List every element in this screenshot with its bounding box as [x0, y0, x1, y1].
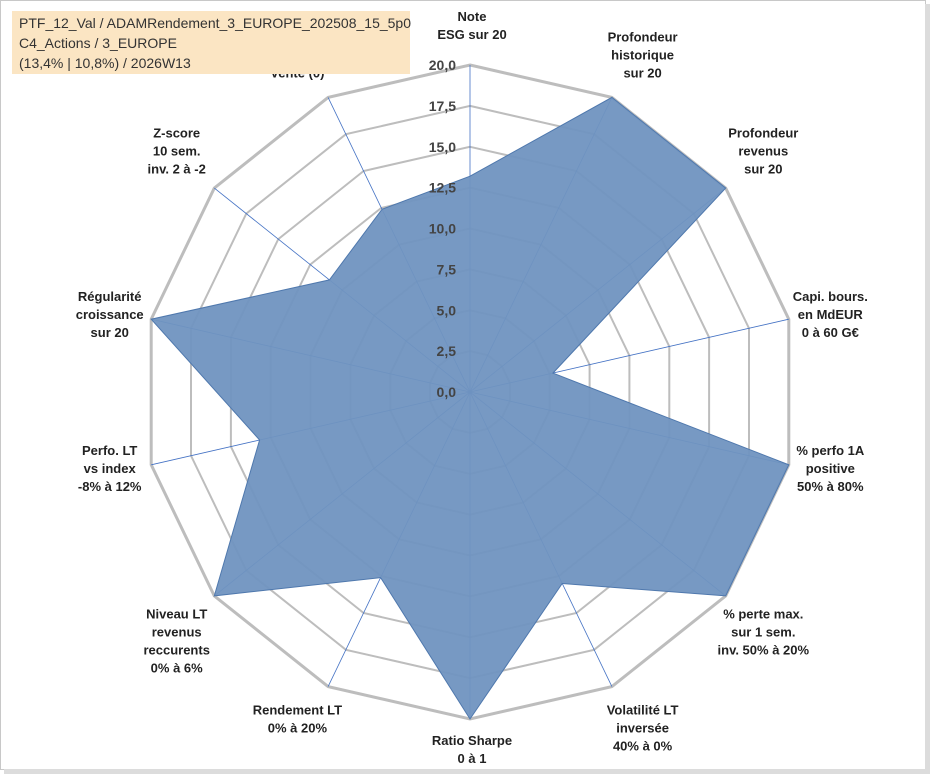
axis-label-line: reccurents	[143, 642, 209, 657]
axis-label-line: sur 20	[744, 162, 782, 177]
tick-label: 20,0	[429, 57, 456, 73]
axis-labels: Note ESG sur 20 Profondeur historique sur 20…	[76, 9, 868, 766]
axis-label-line: 0 à 60 G€	[802, 325, 859, 340]
info-box: PTF_12_Val / ADAMRendement_3_EUROPE_2025…	[12, 11, 411, 74]
axis-label-line: Rendement LT	[253, 703, 342, 718]
axis-label-7: Ratio Sharpe 0 à 1	[432, 733, 512, 766]
axis-label-line: sur 20	[91, 325, 129, 340]
axis-label-line: 0 à 1	[458, 751, 487, 766]
axis-label-line: 50% à 80%	[797, 479, 864, 494]
tick-label: 0,0	[437, 384, 457, 400]
axis-label-5: % perte max. sur 1 sem. inv. 50% à 20%	[718, 606, 810, 657]
axis-label-line: Niveau LT	[146, 606, 207, 621]
tick-label: 2,5	[437, 343, 457, 359]
series-polygon	[150, 96, 790, 720]
axis-label-1: Profondeur historique sur 20	[608, 29, 678, 80]
axis-label-line: en MdEUR	[798, 307, 864, 322]
axis-label-8: Rendement LT 0% à 20%	[253, 703, 342, 736]
axis-label-line: Capi. bours.	[793, 289, 868, 304]
axis-label-line: Perfo. LT	[82, 443, 137, 458]
tick-label: 12,5	[429, 180, 456, 196]
axis-label-line: % perte max.	[723, 606, 803, 621]
axis-label-line: sur 20	[623, 65, 661, 80]
axis-label-line: croissance	[76, 307, 144, 322]
axis-label-line: Profondeur	[608, 29, 678, 44]
axis-label-9: Niveau LT revenus reccurents 0% à 6%	[143, 606, 209, 675]
axis-label-12: Z-score 10 sem. inv. 2 à -2	[148, 126, 206, 177]
tick-label: 7,5	[437, 261, 457, 277]
frame-shadow-bottom	[4, 769, 930, 774]
tick-label: 15,0	[429, 139, 456, 155]
axis-label-line: -8% à 12%	[78, 479, 142, 494]
axis-label-line: inv. 50% à 20%	[718, 642, 810, 657]
tick-label: 10,0	[429, 221, 456, 237]
tick-label: 17,5	[429, 98, 456, 114]
info-line-1: PTF_12_Val / ADAMRendement_3_EUROPE_2025…	[19, 15, 411, 31]
axis-label-line: 10 sem.	[153, 144, 201, 159]
radial-tick-labels: 0,0 2,5 5,0 7,5 10,0 12,5 15,0 17,5 20,0	[429, 57, 456, 400]
axis-label-line: inv. 2 à -2	[148, 162, 206, 177]
axis-label-line: Z-score	[153, 126, 200, 141]
axis-label-line: sur 1 sem.	[731, 624, 795, 639]
axis-label-line: Volatilité LT	[607, 703, 679, 718]
axis-label-11: Régularité croissance sur 20	[76, 289, 144, 340]
axis-label-line: Ratio Sharpe	[432, 733, 512, 748]
axis-label-0: Note ESG sur 20	[437, 9, 506, 42]
axis-label-line: % perfo 1A	[796, 443, 865, 458]
axis-label-line: vs index	[84, 461, 137, 476]
axis-label-line: positive	[806, 461, 855, 476]
axis-label-line: 0% à 20%	[268, 721, 328, 736]
info-line-3: (13,4% | 10,8%) / 2026W13	[19, 55, 191, 71]
axis-label-line: ESG sur 20	[437, 27, 506, 42]
axis-label-2: Profondeur revenus sur 20	[728, 126, 798, 177]
info-line-2: C4_Actions / 3_EUROPE	[19, 35, 177, 51]
axis-label-10: Perfo. LT vs index -8% à 12%	[78, 443, 142, 494]
axis-label-6: Volatilité LT inversée 40% à 0%	[607, 703, 679, 754]
axis-label-4: % perfo 1A positive 50% à 80%	[796, 443, 865, 494]
frame-shadow-right	[925, 4, 930, 772]
axis-label-line: Régularité	[78, 289, 142, 304]
axis-label-line: 40% à 0%	[613, 739, 673, 754]
axis-label-line: inversée	[616, 721, 669, 736]
axis-label-line: 0% à 6%	[151, 660, 203, 675]
radar-series	[150, 96, 790, 720]
axis-label-line: Profondeur	[728, 126, 798, 141]
axis-label-line: revenus	[738, 144, 788, 159]
tick-label: 5,0	[437, 302, 457, 318]
axis-label-line: Note	[458, 9, 487, 24]
axis-label-3: Capi. bours. en MdEUR 0 à 60 G€	[793, 289, 868, 340]
axis-label-line: historique	[611, 47, 674, 62]
axis-label-line: revenus	[152, 624, 202, 639]
